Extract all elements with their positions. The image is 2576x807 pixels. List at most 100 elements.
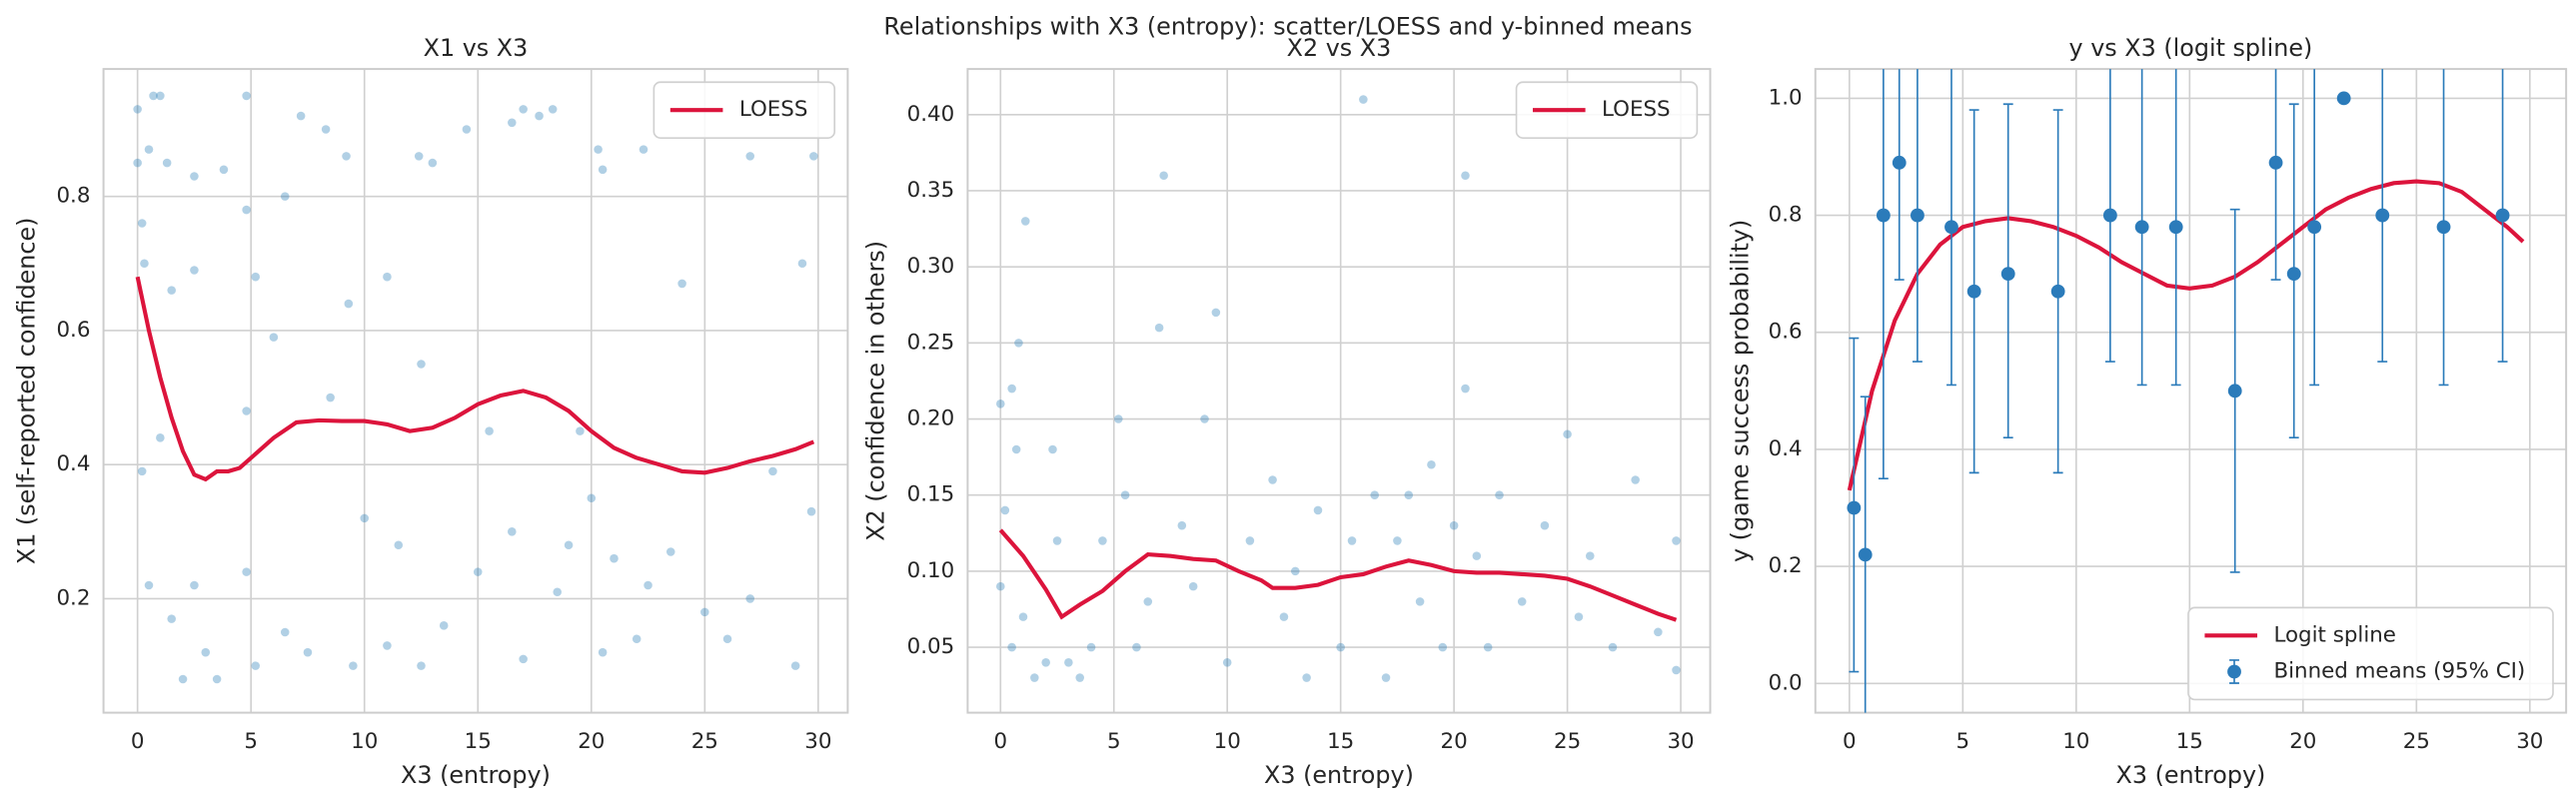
scatter-point (251, 661, 260, 670)
scatter-point (242, 91, 251, 101)
scatter-point (1586, 551, 1595, 560)
scatter-point (644, 580, 652, 590)
scatter-point (133, 158, 142, 168)
scatter-point (242, 406, 251, 415)
scatter-point (1461, 384, 1470, 394)
x-tick-label: 15 (2176, 729, 2203, 754)
x-tick-label: 10 (1214, 729, 1241, 754)
scatter-point (1086, 642, 1096, 652)
scatter-point (394, 540, 404, 550)
scatter-point (519, 654, 528, 664)
bin-mean (2436, 220, 2451, 235)
scatter-point (473, 567, 483, 576)
scatter-point (1041, 658, 1050, 667)
scatter-point (1483, 642, 1493, 652)
x-tick-label: 5 (1956, 729, 1970, 754)
scatter-point (144, 145, 154, 154)
bin-mean (2227, 384, 2242, 399)
scatter-point (242, 205, 251, 215)
error-bar (1894, 69, 1905, 281)
x-tick-label: 30 (2516, 729, 2543, 754)
scatter-point (553, 587, 562, 597)
scatter-point (1222, 658, 1232, 667)
y-tick-label: 0.40 (907, 102, 955, 127)
x-tick-label: 30 (1667, 729, 1694, 754)
bin-mean (2000, 267, 2015, 282)
bin-mean (2134, 220, 2149, 235)
y-tick-label: 0.8 (1769, 203, 1803, 228)
scatter-point (1000, 505, 1010, 515)
scatter-point (414, 152, 424, 161)
scatter-point (1449, 520, 1459, 530)
x-tick-label: 10 (351, 729, 378, 754)
x-tick-label: 20 (1441, 729, 1468, 754)
legend-box (1515, 81, 1699, 139)
plot-area (133, 91, 818, 684)
y-tick-label: 0.0 (1769, 670, 1803, 695)
scatter-point (280, 192, 290, 201)
plot-area (1847, 69, 2525, 713)
scatter-point (768, 466, 777, 476)
bin-mean (1858, 547, 1873, 562)
x-tick-label: 20 (578, 729, 605, 754)
subplot: 0 5 10 15 20 25 30 0.2 0.4 0.6 0.8 X1 vs X3 X3 (entr… (12, 34, 849, 789)
scatter-point (1075, 673, 1084, 682)
error-bar (2377, 69, 2388, 363)
scatter-point (1159, 171, 1168, 181)
scatter-point (1014, 339, 1023, 348)
scatter-point (564, 540, 574, 550)
scatter-point (1302, 673, 1311, 682)
legend-label: LOESS (739, 97, 808, 122)
error-bar (2309, 69, 2320, 387)
y-tick-label: 0.4 (56, 451, 90, 476)
scatter-point (140, 259, 149, 269)
scatter-point (1313, 505, 1323, 515)
scatter-point (417, 360, 426, 369)
scatter-point (1563, 429, 1572, 439)
scatter-point (383, 641, 392, 650)
scatter-point (1415, 597, 1425, 606)
scatter-point (665, 547, 675, 556)
scatter-point (485, 426, 494, 435)
error-bar (2438, 69, 2449, 387)
scatter-point (1574, 612, 1584, 621)
scatter-point (790, 661, 800, 670)
scatter-point (1291, 566, 1300, 576)
trend-line (1847, 179, 2525, 491)
scatter-point (1211, 308, 1221, 318)
legend-box (652, 81, 836, 139)
scatter-point (212, 674, 222, 684)
scatter-point (508, 527, 517, 536)
scatter-point (1011, 444, 1021, 454)
scatter-point (1672, 536, 1681, 545)
bin-mean (1944, 220, 1958, 235)
y-tick-label: 0.30 (907, 254, 955, 279)
plot-frame (1814, 68, 2568, 714)
scatter-point (639, 145, 648, 154)
scatter-point (360, 513, 369, 523)
scatter-point (809, 152, 818, 161)
scatter-point (587, 493, 597, 503)
y-tick-label: 0.20 (907, 406, 955, 431)
y-tick-label: 0.15 (907, 482, 955, 507)
bin-mean (1892, 155, 1907, 170)
x-tick-label: 5 (1107, 729, 1121, 754)
plot-frame (966, 68, 1712, 714)
scatter-point (190, 172, 199, 181)
scatter-point (156, 433, 165, 442)
scatter-point (598, 647, 608, 657)
x-axis-label: X3 (entropy) (2116, 761, 2266, 789)
scatter-point (1517, 597, 1527, 606)
scatter-point (321, 125, 331, 134)
y-axis-label: X2 (confidence in others) (861, 241, 889, 541)
scatter-point (156, 91, 165, 101)
bin-mean (2168, 220, 2183, 235)
scatter-point (383, 272, 392, 282)
scatter-point (1427, 459, 1436, 469)
subplot-title: X1 vs X3 (424, 34, 529, 62)
x-axis-label: X3 (entropy) (401, 761, 551, 789)
scatter-point (428, 158, 438, 168)
error-bar (1860, 396, 1871, 713)
y-tick-label: 0.25 (907, 330, 955, 355)
legend-label: Binned means (95% CI) (2273, 658, 2525, 683)
